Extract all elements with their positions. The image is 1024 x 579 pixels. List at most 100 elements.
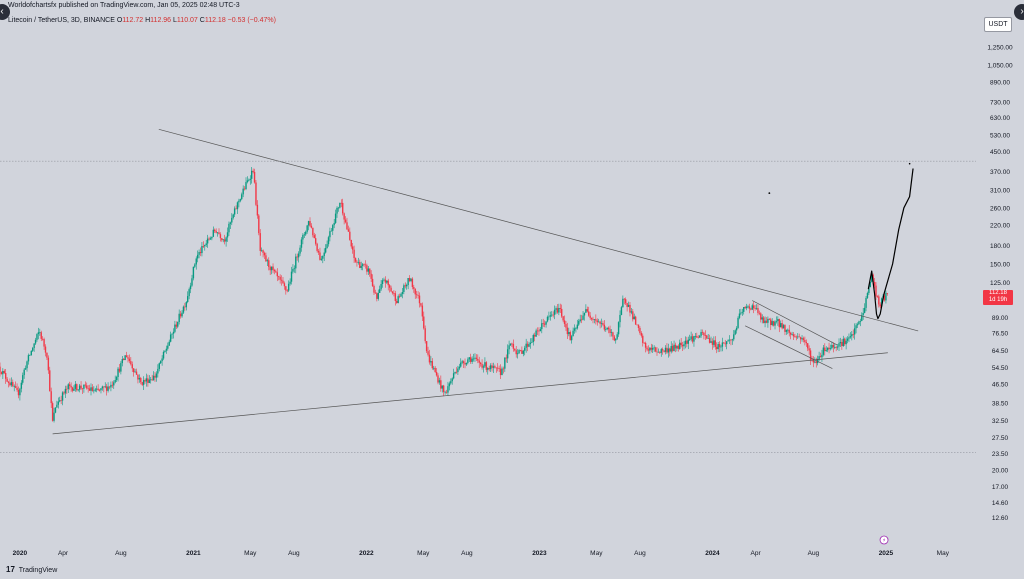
y-tick-label: 23.50: [992, 451, 1009, 458]
candle: [424, 325, 426, 344]
currency-button[interactable]: USDT: [984, 17, 1012, 32]
candle: [839, 337, 842, 347]
candle: [216, 232, 219, 237]
symbol-name[interactable]: Litecoin / TetherUS, 3D, BINANCE: [8, 17, 115, 24]
y-tick-label: 150.00: [990, 262, 1010, 269]
y-tick-label: 310.00: [990, 187, 1010, 194]
chevron-left-icon[interactable]: ‹: [0, 4, 10, 20]
candle: [551, 311, 553, 317]
y-tick-label: 890.00: [990, 79, 1010, 86]
candle: [842, 335, 844, 347]
candle: [831, 341, 833, 350]
candle: [330, 227, 333, 232]
candle: [400, 292, 402, 298]
candle: [488, 365, 490, 372]
marker-dot: [908, 162, 911, 165]
candle: [720, 344, 722, 352]
candle: [464, 358, 466, 369]
candle: [17, 386, 20, 399]
candle: [512, 339, 515, 352]
candle: [283, 281, 286, 290]
candle: [141, 381, 143, 387]
candle: [596, 318, 598, 326]
candle: [24, 365, 27, 370]
candle: [420, 302, 422, 308]
candle: [7, 380, 10, 388]
candle: [529, 338, 532, 349]
candle: [834, 343, 836, 350]
candle: [639, 326, 641, 335]
candle: [747, 304, 749, 309]
candle: [339, 202, 341, 209]
candle: [501, 366, 503, 376]
candle: [717, 341, 719, 353]
y-tick-label: 1,050.00: [987, 63, 1013, 70]
candle: [380, 279, 382, 291]
candle: [305, 230, 307, 236]
candle: [605, 326, 607, 332]
candle: [167, 342, 169, 351]
candle: [43, 337, 45, 350]
candle: [292, 264, 294, 274]
y-tick-label: 12.60: [992, 515, 1009, 522]
y-tick-label: 450.00: [990, 149, 1010, 156]
candle: [181, 310, 183, 318]
candle: [562, 316, 564, 323]
candle: [597, 318, 600, 323]
candle: [885, 290, 887, 304]
candle: [236, 201, 239, 214]
channel-upper-line[interactable]: [752, 300, 838, 346]
candle: [801, 335, 803, 342]
candle: [646, 345, 648, 352]
candle: [789, 331, 792, 340]
candle: [620, 305, 623, 316]
candle: [684, 336, 687, 349]
candle: [63, 390, 65, 395]
candle: [664, 345, 667, 355]
candle: [246, 176, 249, 184]
tradingview-footer[interactable]: 17 TradingView: [6, 565, 57, 574]
candle: [144, 378, 146, 384]
candle: [113, 380, 115, 389]
channel-lower-line[interactable]: [744, 325, 833, 369]
candle: [707, 334, 709, 339]
candle: [285, 285, 287, 295]
candle: [184, 302, 186, 311]
candle: [780, 320, 782, 328]
candle: [211, 236, 213, 241]
candle: [354, 257, 357, 263]
candle: [616, 332, 618, 341]
candle: [12, 379, 14, 388]
candle: [208, 236, 210, 241]
upper-trendline[interactable]: [158, 128, 919, 332]
candle: [721, 337, 724, 352]
candle: [366, 263, 368, 275]
projection-curve[interactable]: [867, 168, 914, 320]
candle: [728, 335, 731, 345]
candle: [168, 339, 170, 346]
candle: [83, 384, 85, 393]
candle: [698, 334, 701, 338]
y-tick-label: 220.00: [990, 222, 1010, 229]
candle: [381, 278, 384, 288]
candle: [677, 344, 680, 352]
candle: [514, 348, 516, 352]
candle: [812, 356, 815, 368]
candle: [243, 186, 246, 191]
candle: [396, 298, 398, 304]
candle: [718, 341, 721, 353]
candle: [704, 330, 707, 340]
candle: [151, 374, 153, 381]
lower-trendline[interactable]: [52, 352, 888, 435]
chevron-right-icon[interactable]: ›: [1014, 4, 1024, 20]
candle: [738, 309, 741, 320]
candle: [56, 400, 58, 408]
candle: [205, 239, 207, 248]
candle: [832, 342, 835, 353]
candle: [782, 323, 785, 329]
candle: [73, 385, 75, 392]
y-tick-label: 125.00: [990, 280, 1010, 287]
candle: [169, 331, 172, 343]
